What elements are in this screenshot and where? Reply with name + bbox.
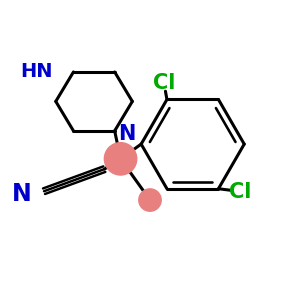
Text: Cl: Cl (153, 73, 175, 93)
Circle shape (104, 142, 137, 175)
Text: N: N (118, 124, 135, 144)
Text: Cl: Cl (230, 182, 252, 202)
Circle shape (139, 189, 161, 211)
Text: N: N (12, 182, 32, 206)
Text: HN: HN (20, 62, 53, 82)
